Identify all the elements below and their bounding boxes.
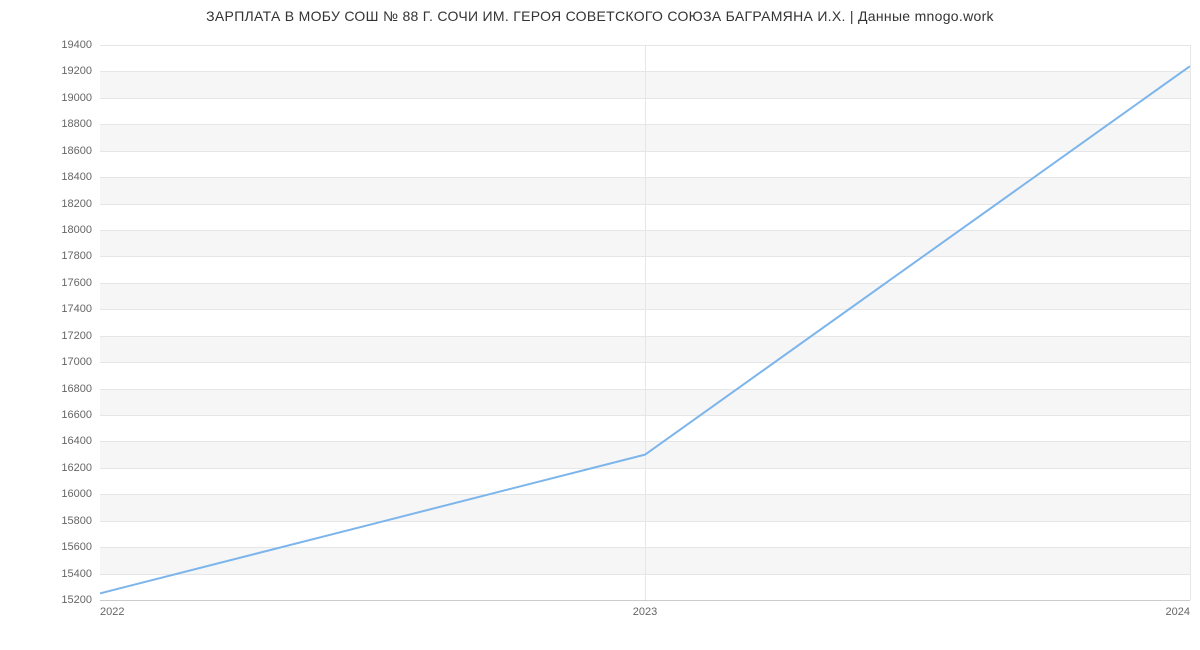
series-line-salary (100, 66, 1190, 593)
line-layer (100, 45, 1190, 600)
y-tick-label: 15800 (61, 515, 92, 527)
y-tick-label: 15200 (61, 594, 92, 606)
y-tick-label: 15600 (61, 541, 92, 553)
x-tick-label: 2023 (633, 606, 657, 618)
y-tick-label: 18800 (61, 118, 92, 130)
y-tick-label: 16200 (61, 462, 92, 474)
y-tick-label: 18000 (61, 224, 92, 236)
x-axis-line (100, 600, 1190, 601)
x-tick-label: 2024 (1166, 606, 1190, 618)
y-tick-label: 19200 (61, 65, 92, 77)
y-tick-label: 17200 (61, 330, 92, 342)
y-tick-label: 18200 (61, 198, 92, 210)
y-tick-label: 16400 (61, 435, 92, 447)
y-tick-label: 17800 (61, 250, 92, 262)
chart-title: ЗАРПЛАТА В МОБУ СОШ № 88 Г. СОЧИ ИМ. ГЕР… (0, 8, 1200, 24)
y-tick-label: 16600 (61, 409, 92, 421)
y-tick-label: 15400 (61, 568, 92, 580)
y-tick-label: 19000 (61, 92, 92, 104)
y-tick-label: 17000 (61, 356, 92, 368)
y-tick-label: 16800 (61, 383, 92, 395)
y-tick-label: 16000 (61, 488, 92, 500)
y-tick-label: 18600 (61, 145, 92, 157)
y-tick-label: 19400 (61, 39, 92, 51)
x-tick-label: 2022 (100, 606, 124, 618)
y-tick-label: 17600 (61, 277, 92, 289)
plot-area: 1520015400156001580016000162001640016600… (100, 45, 1190, 600)
y-tick-label: 17400 (61, 303, 92, 315)
salary-chart: ЗАРПЛАТА В МОБУ СОШ № 88 Г. СОЧИ ИМ. ГЕР… (0, 0, 1200, 650)
x-gridline (1190, 45, 1191, 600)
y-tick-label: 18400 (61, 171, 92, 183)
